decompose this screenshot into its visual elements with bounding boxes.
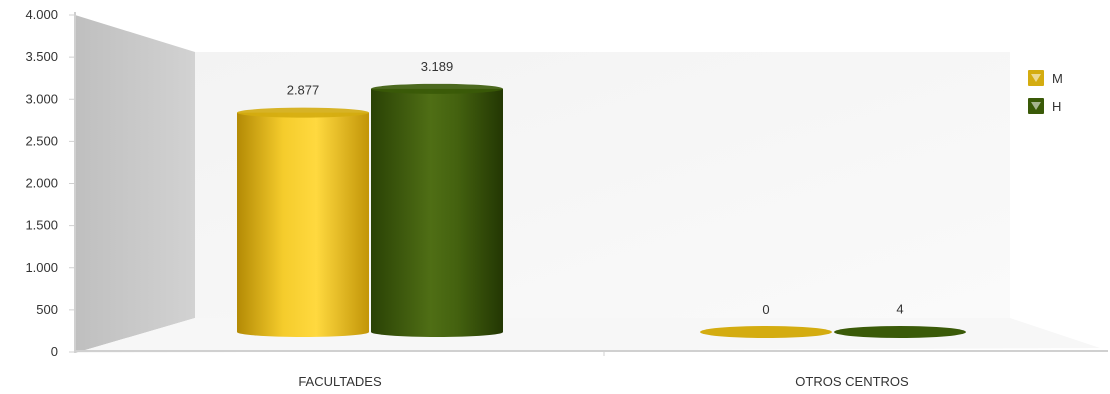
axes — [74, 12, 1108, 356]
y-axis-ticks: 0 500 1.000 1.500 2.000 2.500 3.000 3.500 4.000 — [25, 7, 75, 359]
y-tick-label: 2.000 — [25, 176, 58, 191]
bar-disc — [834, 326, 966, 338]
legend-label: M — [1052, 71, 1063, 86]
legend-item: M — [1028, 70, 1063, 86]
y-tick-label: 0 — [51, 344, 58, 359]
y-tick-label: 1.000 — [25, 260, 58, 275]
bar-body — [237, 112, 369, 337]
chart-walls — [75, 15, 1100, 353]
legend: MH — [1028, 70, 1063, 114]
y-tick-label: 1.500 — [25, 218, 58, 233]
data-label: 4 — [896, 302, 903, 317]
data-label: 3.189 — [421, 59, 454, 74]
y-tick-label: 4.000 — [25, 7, 58, 22]
bar-top — [371, 83, 503, 94]
legend-swatch-mark — [1031, 74, 1041, 82]
side-wall — [75, 15, 195, 353]
bar — [700, 326, 832, 338]
x-axis-categories: FACULTADES OTROS CENTROS — [298, 374, 909, 389]
bar — [237, 107, 369, 337]
y-tick-label: 2.500 — [25, 133, 58, 148]
legend-item: H — [1028, 98, 1061, 114]
category-label: FACULTADES — [298, 374, 382, 389]
bar-disc — [700, 326, 832, 338]
data-labels: 2.877 3.189 0 4 — [287, 59, 904, 317]
data-label: 2.877 — [287, 83, 320, 98]
bars — [237, 83, 966, 338]
bar — [834, 326, 966, 338]
y-tick-label: 500 — [36, 302, 58, 317]
category-label: OTROS CENTROS — [795, 374, 909, 389]
y-tick-label: 3.000 — [25, 91, 58, 106]
bar-top — [237, 107, 369, 118]
y-tick-label: 3.500 — [25, 49, 58, 64]
bar — [371, 83, 503, 338]
bar-body — [371, 88, 503, 338]
legend-label: H — [1052, 99, 1061, 114]
legend-swatch-mark — [1031, 102, 1041, 110]
data-label: 0 — [762, 302, 769, 317]
